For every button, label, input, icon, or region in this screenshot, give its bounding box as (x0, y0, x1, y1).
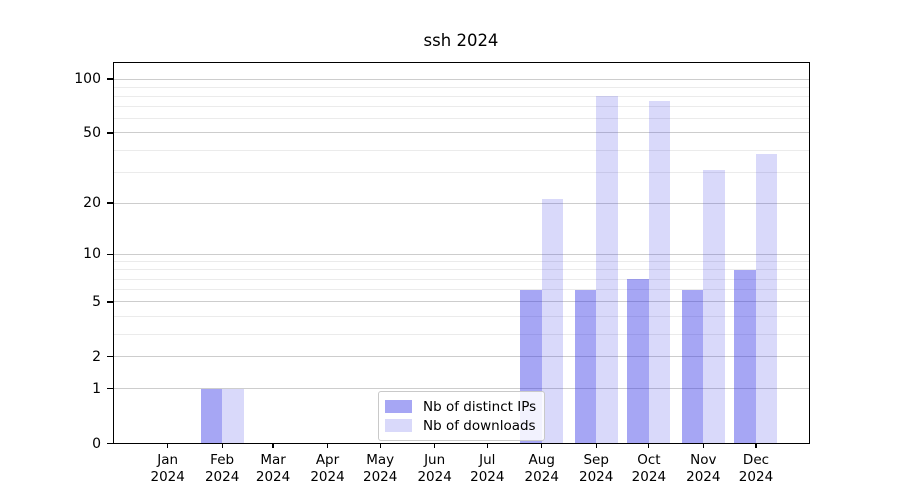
chart-title: ssh 2024 (423, 31, 499, 50)
gridline-minor-80 (114, 95, 810, 97)
y-axis-label-20: 20 (83, 195, 101, 212)
gridline-minor-70 (114, 106, 810, 108)
x-axis-label-sep: Sep 2024 (579, 452, 614, 485)
bar-distinct-ips-sep (574, 289, 597, 444)
y-axis-tick-1 (107, 388, 113, 390)
x-axis-label-dec: Dec 2024 (738, 452, 774, 485)
gridline-minor-30 (114, 171, 810, 173)
x-axis-tick-sep (595, 443, 597, 448)
x-axis-label-apr: Apr 2024 (310, 452, 345, 485)
gridline-minor-40 (114, 149, 810, 151)
bar-distinct-ips-nov (681, 289, 704, 444)
legend-swatch-downloads (385, 419, 412, 432)
gridline-major-50 (114, 132, 810, 134)
x-axis-label-feb: Feb 2024 (204, 452, 240, 485)
bar-downloads-sep (596, 96, 618, 444)
x-axis-tick-aug (541, 443, 543, 448)
bar-distinct-ips-feb (200, 388, 223, 444)
bar-downloads-aug (541, 199, 564, 444)
y-axis-tick-50 (107, 132, 113, 134)
gridline-major-1 (114, 388, 810, 390)
bar-downloads-feb (222, 388, 244, 444)
y-axis-tick-5 (107, 301, 113, 303)
y-axis-label-5: 5 (92, 293, 101, 310)
gridline-minor-4 (114, 315, 810, 317)
gridline-major-20 (114, 202, 810, 204)
y-axis-label-1: 1 (92, 380, 101, 397)
x-axis-label-oct: Oct 2024 (631, 452, 667, 485)
legend-item-distinct-ips: Nb of distinct IPs (385, 399, 538, 415)
gridline-minor-7 (114, 278, 810, 280)
gridline-major-10 (114, 253, 810, 255)
bar-distinct-ips-oct (627, 279, 649, 444)
gridline-minor-3 (114, 333, 810, 335)
x-axis-tick-jul (486, 443, 488, 448)
x-axis-tick-oct (648, 443, 650, 448)
x-axis-label-jan: Jan 2024 (150, 452, 185, 485)
y-axis-label-50: 50 (83, 124, 101, 141)
y-axis-label-100: 100 (74, 71, 101, 87)
x-axis-tick-mar (272, 443, 274, 448)
x-axis-label-nov: Nov 2024 (686, 452, 721, 485)
gridline-major-5 (114, 301, 810, 303)
x-axis-tick-jun (434, 443, 436, 448)
y-axis-tick-0 (107, 442, 113, 445)
bar-downloads-oct (648, 101, 671, 444)
bar-downloads-dec (755, 154, 778, 444)
x-axis-tick-may (379, 443, 381, 448)
y-axis-tick-20 (107, 202, 113, 204)
gridline-minor-6 (114, 289, 810, 291)
bar-downloads-nov (703, 169, 725, 444)
y-axis-tick-10 (107, 253, 113, 255)
legend-label-distinct-ips: Nb of distinct IPs (423, 398, 537, 415)
y-axis-tick-2 (107, 356, 113, 358)
gridline-minor-8 (114, 269, 810, 271)
x-axis-label-mar: Mar 2024 (255, 452, 291, 485)
x-axis-tick-nov (702, 443, 704, 448)
y-axis-label-0: 0 (92, 435, 101, 452)
x-axis-tick-apr (326, 443, 329, 448)
x-axis-tick-jan (167, 443, 169, 448)
gridline-major-100 (114, 78, 810, 80)
gridline-minor-90 (114, 86, 810, 88)
legend-label-downloads: Nb of downloads (423, 417, 536, 434)
gridline-major-2 (114, 356, 810, 358)
x-axis-label-jul: Jul 2024 (470, 452, 505, 485)
x-axis-label-may: May 2024 (363, 452, 398, 485)
gridline-minor-9 (114, 261, 810, 263)
y-axis-tick-100 (107, 78, 113, 80)
legend: Nb of distinct IPs Nb of downloads (378, 391, 545, 441)
gridline-minor-60 (114, 118, 810, 120)
legend-item-downloads: Nb of downloads (385, 418, 538, 434)
x-axis-tick-dec (755, 443, 757, 448)
legend-swatch-distinct-ips (385, 400, 412, 413)
x-axis-tick-feb (221, 443, 223, 448)
x-axis-label-aug: Aug 2024 (524, 452, 559, 485)
y-axis-label-2: 2 (92, 348, 101, 365)
x-axis-label-jun: Jun 2024 (417, 452, 452, 485)
y-axis-label-10: 10 (83, 246, 101, 263)
bar-distinct-ips-dec (734, 269, 756, 444)
